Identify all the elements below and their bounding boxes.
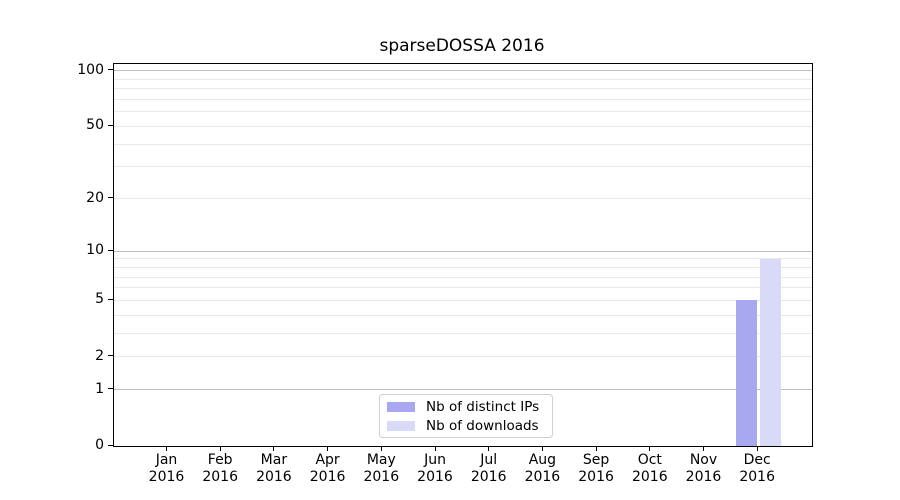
y-tick-label: 10 bbox=[86, 242, 104, 259]
y-tick-mark bbox=[108, 388, 113, 390]
x-tick-mark bbox=[595, 446, 597, 451]
legend-swatch-downloads bbox=[387, 420, 415, 431]
y-tick-label: 5 bbox=[95, 291, 104, 308]
x-tick-label: May 2016 bbox=[354, 452, 408, 486]
legend-swatch-distinct-ips bbox=[387, 401, 415, 412]
x-tick-mark bbox=[273, 446, 275, 451]
x-tick-year: 2016 bbox=[739, 469, 775, 485]
x-tick-mark bbox=[488, 446, 490, 451]
y-tick-mark bbox=[108, 298, 113, 300]
y-tick-mark bbox=[108, 69, 113, 71]
x-tick-month: Sep bbox=[582, 452, 610, 468]
y-tick-mark bbox=[108, 249, 113, 251]
gridline-minor bbox=[114, 88, 812, 90]
x-tick-month: Dec bbox=[743, 452, 771, 468]
grid-layer bbox=[114, 64, 812, 446]
chart-title: sparseDOSSA 2016 bbox=[379, 36, 545, 56]
legend-item-distinct-ips: Nb of distinct IPs bbox=[387, 399, 545, 415]
x-tick-mark bbox=[756, 446, 758, 451]
gridline-minor bbox=[114, 314, 812, 316]
gridline-minor bbox=[114, 198, 812, 200]
x-tick-label: Oct 2016 bbox=[623, 452, 677, 486]
y-tick-mark bbox=[108, 197, 113, 199]
gridline-minor bbox=[114, 99, 812, 101]
gridline-major bbox=[114, 389, 812, 391]
y-tick-mark bbox=[108, 444, 113, 446]
legend-label-downloads: Nb of downloads bbox=[426, 417, 539, 434]
x-tick-year: 2016 bbox=[470, 469, 507, 485]
y-tick-label: 1 bbox=[95, 380, 104, 397]
y-tick-mark bbox=[108, 124, 113, 126]
x-tick-mark bbox=[649, 446, 651, 451]
x-tick-label: Sep 2016 bbox=[569, 452, 623, 486]
x-tick-year: 2016 bbox=[202, 469, 238, 485]
gridline-major bbox=[114, 250, 812, 252]
gridline-minor bbox=[114, 78, 812, 80]
gridline-minor bbox=[114, 287, 812, 289]
x-tick-label: Dec 2016 bbox=[730, 452, 784, 486]
y-tick-label: 2 bbox=[95, 347, 104, 364]
x-tick-mark bbox=[327, 446, 329, 451]
x-tick-month: Aug bbox=[528, 452, 557, 468]
y-tick-label: 50 bbox=[86, 117, 104, 134]
plot-area: Nb of distinct IPs Nb of downloads bbox=[113, 63, 813, 447]
x-tick-month: Nov bbox=[689, 452, 718, 468]
gridline-minor bbox=[114, 266, 812, 268]
x-tick-month: Oct bbox=[637, 452, 662, 468]
x-tick-label: Jun 2016 bbox=[408, 452, 462, 486]
x-tick-label: Apr 2016 bbox=[301, 452, 355, 486]
legend-label-distinct-ips: Nb of distinct IPs bbox=[426, 398, 540, 415]
x-tick-year: 2016 bbox=[148, 469, 185, 485]
x-tick-year: 2016 bbox=[524, 469, 561, 485]
gridline-minor bbox=[114, 299, 812, 301]
x-tick-label: Aug 2016 bbox=[515, 452, 569, 486]
y-tick-mark bbox=[108, 355, 113, 357]
x-tick-month: Apr bbox=[315, 452, 340, 468]
gridline-minor bbox=[114, 332, 812, 334]
gridline-major bbox=[114, 70, 812, 72]
x-tick-year: 2016 bbox=[631, 469, 668, 485]
x-tick-year: 2016 bbox=[417, 469, 453, 485]
gridline-minor bbox=[114, 143, 812, 145]
x-tick-month: Mar bbox=[260, 452, 288, 468]
x-tick-label: Nov 2016 bbox=[677, 452, 731, 486]
y-tick-label: 0 bbox=[95, 437, 104, 453]
x-tick-year: 2016 bbox=[256, 469, 292, 485]
x-tick-month: May bbox=[366, 452, 396, 468]
x-tick-month: Feb bbox=[207, 452, 233, 468]
gridline-minor bbox=[114, 276, 812, 278]
x-tick-year: 2016 bbox=[309, 469, 346, 485]
x-tick-year: 2016 bbox=[685, 469, 722, 485]
x-tick-month: Jun bbox=[424, 452, 446, 468]
gridline-minor bbox=[114, 166, 812, 168]
legend: Nb of distinct IPs Nb of downloads bbox=[379, 394, 553, 438]
x-tick-month: Jul bbox=[480, 452, 498, 468]
y-tick-label: 100 bbox=[77, 61, 104, 78]
x-tick-mark bbox=[703, 446, 704, 451]
gridline-minor bbox=[114, 111, 812, 113]
x-tick-year: 2016 bbox=[363, 469, 400, 485]
x-tick-mark bbox=[166, 446, 167, 451]
x-tick-year: 2016 bbox=[578, 469, 614, 485]
x-tick-label: Feb 2016 bbox=[193, 452, 247, 486]
bars-layer bbox=[114, 64, 812, 446]
y-tick-label: 20 bbox=[86, 189, 104, 206]
x-tick-mark bbox=[541, 446, 543, 451]
x-tick-month: Jan bbox=[155, 452, 178, 468]
bar-nb-of-downloads bbox=[759, 258, 781, 446]
x-tick-mark bbox=[219, 446, 221, 451]
x-tick-mark bbox=[434, 446, 436, 451]
gridline-minor bbox=[114, 258, 812, 260]
bar-nb-of-distinct-ips bbox=[735, 300, 757, 446]
x-tick-label: Mar 2016 bbox=[247, 452, 301, 486]
x-tick-mark bbox=[380, 446, 382, 451]
gridline-minor bbox=[114, 356, 812, 358]
x-tick-label: Jul 2016 bbox=[462, 452, 516, 486]
x-tick-label: Jan 2016 bbox=[140, 452, 194, 486]
gridline-minor bbox=[114, 125, 812, 127]
legend-item-downloads: Nb of downloads bbox=[387, 418, 545, 434]
